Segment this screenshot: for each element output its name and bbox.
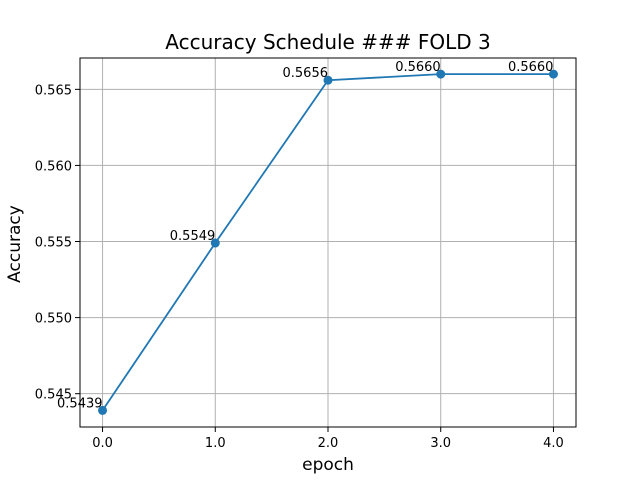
chart-title: Accuracy Schedule ### FOLD 3	[165, 30, 490, 54]
y-tick-label: 0.545	[35, 388, 72, 403]
data-points	[98, 69, 558, 415]
data-label: 0.5549	[170, 229, 216, 244]
grid-lines	[80, 58, 576, 427]
data-point	[98, 405, 108, 415]
y-tick-label: 0.565	[35, 83, 72, 98]
x-tick-label: 0.0	[92, 436, 113, 451]
y-tick-label: 0.555	[35, 236, 72, 251]
x-tick-label: 2.0	[318, 436, 339, 451]
data-label: 0.5660	[395, 60, 441, 75]
x-tick-label: 4.0	[543, 436, 564, 451]
plot-frame	[79, 57, 577, 428]
data-label: 0.5656	[283, 66, 329, 81]
data-label: 0.5660	[508, 60, 554, 75]
x-axis-label: epoch	[302, 455, 354, 475]
data-point	[548, 69, 558, 79]
y-tick-label: 0.550	[35, 312, 72, 327]
data-point	[323, 75, 333, 85]
y-tick-label: 0.560	[35, 159, 72, 174]
x-tick-label: 1.0	[205, 436, 226, 451]
data-point	[436, 69, 446, 79]
data-point	[210, 238, 220, 248]
y-axis-label: Accuracy	[5, 205, 25, 283]
axes	[75, 57, 577, 432]
tick-labels: 0.0 1.0 2.0 3.0 4.0 0.545 0.550 0.555 0.560 0.565	[35, 83, 564, 451]
x-tick-label: 3.0	[430, 436, 451, 451]
